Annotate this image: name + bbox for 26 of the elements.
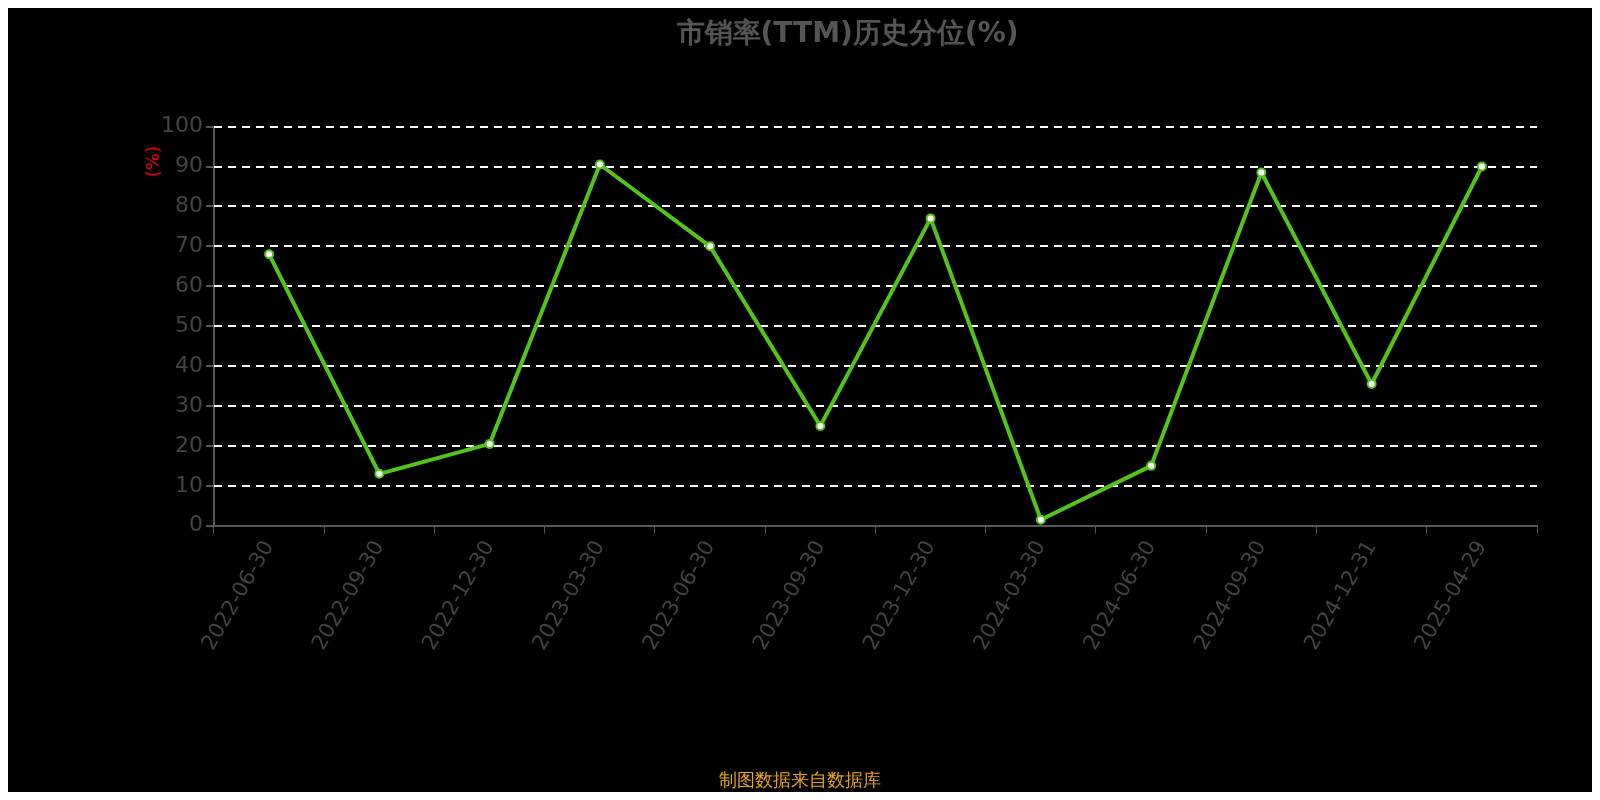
point <box>1476 161 1487 172</box>
y-tick-label: 70 <box>174 232 203 258</box>
y-tick-label: 0 <box>188 511 203 537</box>
point <box>1256 167 1267 178</box>
point <box>1366 379 1377 390</box>
point <box>484 438 495 449</box>
y-tick-label: 10 <box>174 471 203 497</box>
y-tick-label: 80 <box>174 192 203 218</box>
chart-title: 市销率(TTM)历史分位(%) <box>675 16 1019 50</box>
point <box>925 213 936 224</box>
y-tick-label: 40 <box>174 351 203 377</box>
y-tick-label: 90 <box>174 152 203 178</box>
y-tick-label: 100 <box>160 112 203 138</box>
point <box>1146 460 1157 471</box>
y-tick-label: 60 <box>174 271 203 297</box>
point <box>264 249 275 260</box>
point <box>374 468 385 479</box>
point <box>705 241 716 252</box>
text: 制图数据来自数据库 <box>718 768 882 792</box>
y-axis-title: (%) <box>141 146 163 178</box>
y-tick-label: 50 <box>174 311 203 337</box>
y-tick-label: 30 <box>174 391 203 417</box>
y-tick-label: 20 <box>174 431 203 457</box>
point <box>594 159 605 170</box>
point <box>815 420 826 431</box>
point <box>1035 514 1046 525</box>
